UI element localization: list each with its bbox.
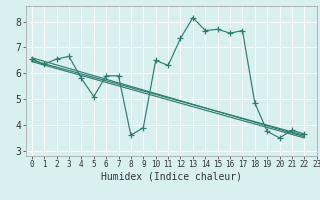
X-axis label: Humidex (Indice chaleur): Humidex (Indice chaleur) [101,172,242,182]
